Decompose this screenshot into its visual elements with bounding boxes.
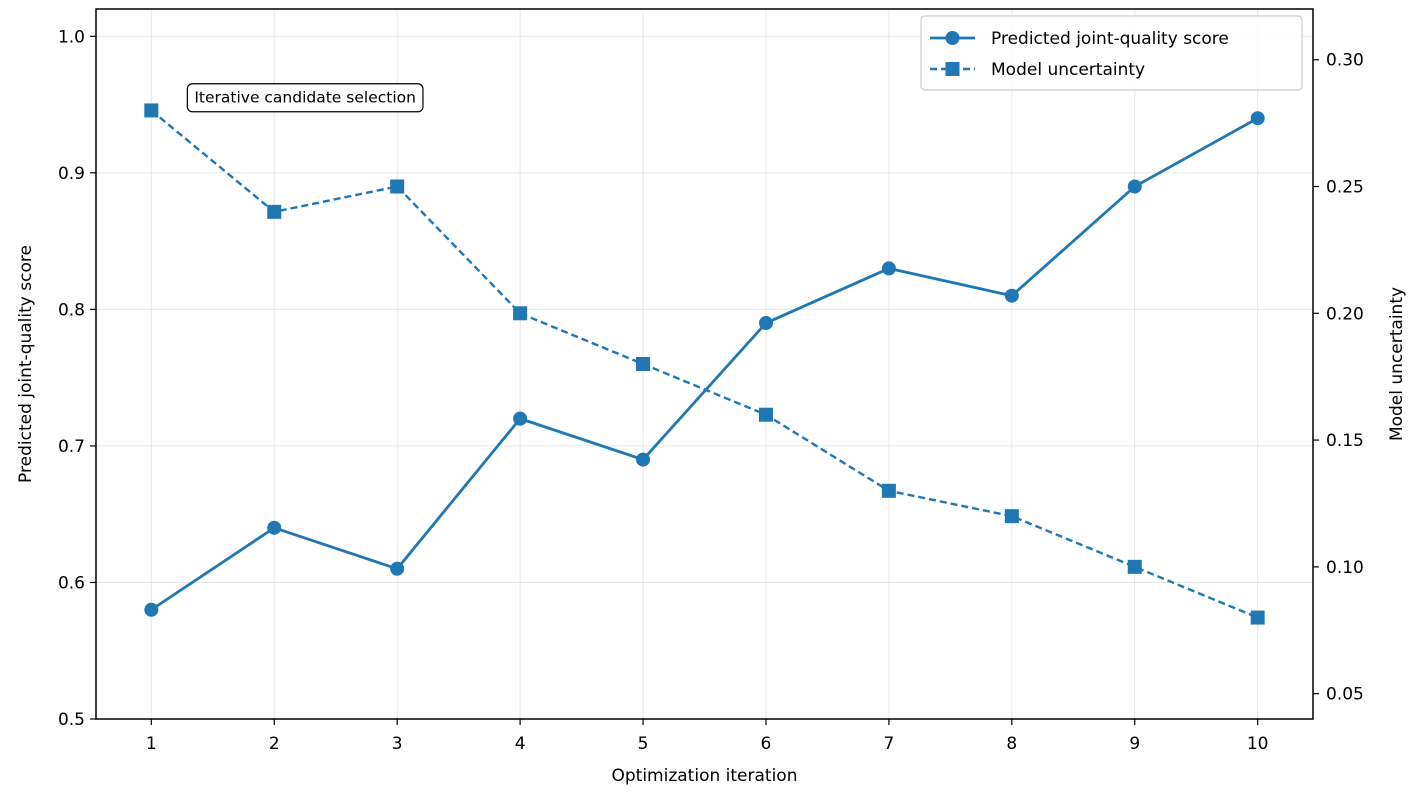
axes-layer: 1 2 3 4 5 6 7 8 9 10 0.5 0.6 0.7 0.8 0.9 1.0 0.05 0.10 0.1… <box>16 8 1407 786</box>
y2-tick-label: 0.15 <box>1326 431 1364 451</box>
y-tick-label: 0.6 <box>58 573 85 593</box>
x-tick-label: 6 <box>761 734 772 754</box>
series-layer <box>144 103 1265 625</box>
x-tick-label: 5 <box>638 734 649 754</box>
x-tick-label: 3 <box>392 734 403 754</box>
y2-axis-title: Model uncertainty <box>1387 287 1407 441</box>
legend-marker-2 <box>945 62 960 76</box>
y-tick-label: 0.7 <box>58 437 85 457</box>
y2-tick-label: 0.30 <box>1326 51 1364 71</box>
legend-layer: Predicted joint-quality score Model uncer… <box>920 15 1303 91</box>
series-2-point-7 <box>881 483 896 498</box>
y-tick-label: 0.8 <box>58 300 85 320</box>
annotation-box <box>186 83 424 113</box>
series-1-point-3 <box>390 561 405 576</box>
x-tick-label: 4 <box>515 734 526 754</box>
y2-tick-label: 0.20 <box>1326 304 1364 324</box>
series-1-point-9 <box>1127 179 1142 194</box>
series-2-point-2 <box>267 204 282 219</box>
annotation-layer: Iterative candidate selection <box>186 83 424 113</box>
y2-tick-label: 0.10 <box>1326 558 1364 578</box>
x-tick-label: 10 <box>1247 734 1269 754</box>
x-tick-label: 2 <box>269 734 280 754</box>
series-1-point-7 <box>881 261 896 276</box>
grid-layer <box>96 9 1313 720</box>
plot-frame <box>95 8 1314 720</box>
series-2-point-10 <box>1250 610 1265 625</box>
series-2-point-6 <box>758 407 773 422</box>
annotation-text: Iterative candidate selection <box>194 88 416 106</box>
y-axis-title: Predicted joint-quality score <box>16 245 36 483</box>
legend-label-2: Model uncertainty <box>991 60 1145 80</box>
series-2-point-1 <box>144 103 159 118</box>
series-1-point-4 <box>513 411 528 426</box>
series-1-point-5 <box>636 452 651 467</box>
series-2-point-4 <box>513 306 528 321</box>
series-2-point-9 <box>1127 559 1142 574</box>
y-tick-label: 1.0 <box>58 27 85 47</box>
series-line-2 <box>150 109 1259 619</box>
legend-label-1: Predicted joint-quality score <box>991 29 1229 49</box>
x-tick-label: 1 <box>146 734 157 754</box>
series-1-point-8 <box>1004 288 1019 303</box>
series-1-point-2 <box>267 520 282 535</box>
y2-tick-label: 0.05 <box>1326 685 1364 705</box>
series-2-point-5 <box>636 357 651 371</box>
x-tick-label: 8 <box>1006 734 1017 754</box>
x-tick-label: 7 <box>883 734 894 754</box>
series-1-point-6 <box>758 316 773 331</box>
x-tick-label: 9 <box>1129 734 1140 754</box>
y-tick-label: 0.9 <box>58 164 85 184</box>
series-1-point-10 <box>1250 111 1265 126</box>
y-tick-label: 0.5 <box>58 710 85 730</box>
series-line-1 <box>150 117 1259 611</box>
legend-box <box>920 15 1303 91</box>
x-axis-title: Optimization iteration <box>612 766 798 786</box>
legend-marker-1 <box>945 31 960 45</box>
series-2-point-8 <box>1004 509 1019 524</box>
series-1-point-1 <box>144 602 159 617</box>
y2-tick-label: 0.25 <box>1326 178 1364 198</box>
series-2-point-3 <box>390 179 405 194</box>
